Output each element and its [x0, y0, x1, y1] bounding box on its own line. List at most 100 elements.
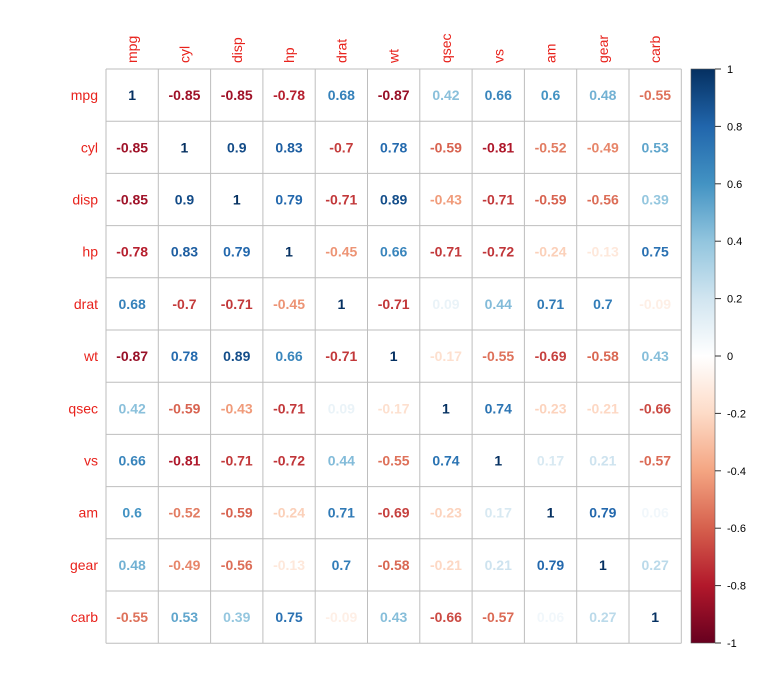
row-label-disp: disp — [72, 192, 98, 208]
cell-value: 0.27 — [589, 609, 616, 625]
cell-value: 0.53 — [171, 609, 198, 625]
row-label-wt: wt — [83, 348, 98, 364]
cell-value: 0.66 — [485, 87, 512, 103]
cell-value: -0.09 — [325, 609, 357, 625]
cell-value: 0.53 — [642, 139, 669, 155]
cell-value: -0.55 — [378, 453, 410, 469]
row-label-drat: drat — [74, 296, 98, 312]
cell-value: -0.58 — [587, 348, 619, 364]
column-label-gear: gear — [595, 35, 611, 63]
cell-value: 0.43 — [642, 348, 669, 364]
cell-value: -0.78 — [116, 244, 148, 260]
cell-value: 0.79 — [589, 505, 616, 521]
column-label-cyl: cyl — [176, 46, 192, 63]
cell-value: 0.39 — [223, 609, 250, 625]
cell-value: 0.48 — [589, 87, 616, 103]
cell-value: -0.23 — [430, 505, 462, 521]
cell-value: 1 — [285, 244, 293, 260]
cell-value: 1 — [651, 609, 659, 625]
cell-value: -0.59 — [535, 192, 567, 208]
cell-value: 0.44 — [328, 453, 355, 469]
colorbar-tick-label: 0.6 — [727, 179, 742, 191]
cell-value: 0.78 — [380, 139, 407, 155]
cell-value: 0.83 — [171, 244, 198, 260]
cell-value: 0.7 — [332, 557, 352, 573]
colorbar-tick-label: 0 — [727, 351, 733, 363]
cell-values: 1 -0.85 -0.85 -0.78 0.68 -0.87 0.42 0.66 0.6 0.48… — [116, 87, 671, 625]
cell-value: -0.56 — [221, 557, 253, 573]
cell-value: -0.49 — [168, 557, 200, 573]
cell-value: 0.06 — [537, 609, 564, 625]
row-label-carb: carb — [71, 609, 98, 625]
cell-value: -0.59 — [430, 139, 462, 155]
cell-value: -0.23 — [535, 400, 567, 416]
cell-value: 0.9 — [227, 139, 247, 155]
cell-value: -0.55 — [482, 348, 514, 364]
cell-value: -0.55 — [639, 87, 671, 103]
colorbar-tick-label: 0.4 — [727, 236, 742, 248]
cell-value: 0.09 — [432, 296, 459, 312]
cell-value: 0.42 — [119, 400, 146, 416]
cell-value: 1 — [442, 400, 450, 416]
cell-value: -0.72 — [273, 453, 305, 469]
cell-value: 0.66 — [275, 348, 302, 364]
cell-value: 0.21 — [485, 557, 512, 573]
cell-value: -0.57 — [639, 453, 671, 469]
cell-value: -0.21 — [430, 557, 462, 573]
column-label-drat: drat — [333, 39, 349, 63]
colorbar-gradient — [690, 68, 716, 644]
cell-value: 0.68 — [328, 87, 355, 103]
cell-value: -0.59 — [221, 505, 253, 521]
cell-value: 1 — [547, 505, 555, 521]
cell-value: -0.69 — [378, 505, 410, 521]
cell-value: -0.87 — [378, 87, 410, 103]
column-label-qsec: qsec — [438, 33, 454, 63]
cell-value: 0.79 — [537, 557, 564, 573]
column-label-hp: hp — [281, 47, 297, 63]
cell-value: -0.85 — [116, 139, 148, 155]
cell-value: -0.17 — [430, 348, 462, 364]
cell-value: -0.59 — [168, 400, 200, 416]
cell-value: -0.24 — [535, 244, 567, 260]
cell-value: -0.66 — [639, 400, 671, 416]
column-label-disp: disp — [229, 37, 245, 63]
cell-value: 0.6 — [122, 505, 142, 521]
colorbar-tick-label: 1 — [727, 64, 733, 76]
cell-value: -0.7 — [172, 296, 196, 312]
cell-value: -0.24 — [273, 505, 305, 521]
cell-value: -0.85 — [168, 87, 200, 103]
cell-value: 0.43 — [380, 609, 407, 625]
cell-value: 0.06 — [642, 505, 669, 521]
cell-value: -0.52 — [168, 505, 200, 521]
cell-value: 0.83 — [275, 139, 302, 155]
cell-value: -0.58 — [378, 557, 410, 573]
cell-value: -0.17 — [378, 400, 410, 416]
cell-value: -0.66 — [430, 609, 462, 625]
cell-value: -0.85 — [221, 87, 253, 103]
cell-value: 1 — [233, 192, 241, 208]
cell-value: 0.17 — [485, 505, 512, 521]
cell-value: 0.17 — [537, 453, 564, 469]
cell-value: 0.27 — [642, 557, 669, 573]
cell-value: 1 — [337, 296, 345, 312]
column-label-mpg: mpg — [124, 36, 140, 63]
cell-value: -0.43 — [221, 400, 253, 416]
column-label-wt: wt — [386, 49, 402, 64]
cell-value: -0.81 — [482, 139, 514, 155]
cell-value: 0.71 — [537, 296, 564, 312]
cell-value: 0.7 — [593, 296, 613, 312]
cell-value: -0.13 — [273, 557, 305, 573]
column-label-carb: carb — [647, 36, 663, 63]
colorbar-tick-label: -0.4 — [727, 466, 746, 478]
cell-value: 0.89 — [223, 348, 250, 364]
cell-value: 0.74 — [485, 400, 512, 416]
column-labels: mpg cyl disp hp drat wt qsec vs am gear carb — [124, 33, 663, 64]
cell-value: -0.57 — [482, 609, 514, 625]
cell-value: -0.45 — [325, 244, 357, 260]
cell-value: 0.74 — [432, 453, 459, 469]
cell-value: 0.09 — [328, 400, 355, 416]
cell-value: 0.66 — [119, 453, 146, 469]
cell-value: -0.45 — [273, 296, 305, 312]
cell-value: -0.71 — [221, 296, 253, 312]
